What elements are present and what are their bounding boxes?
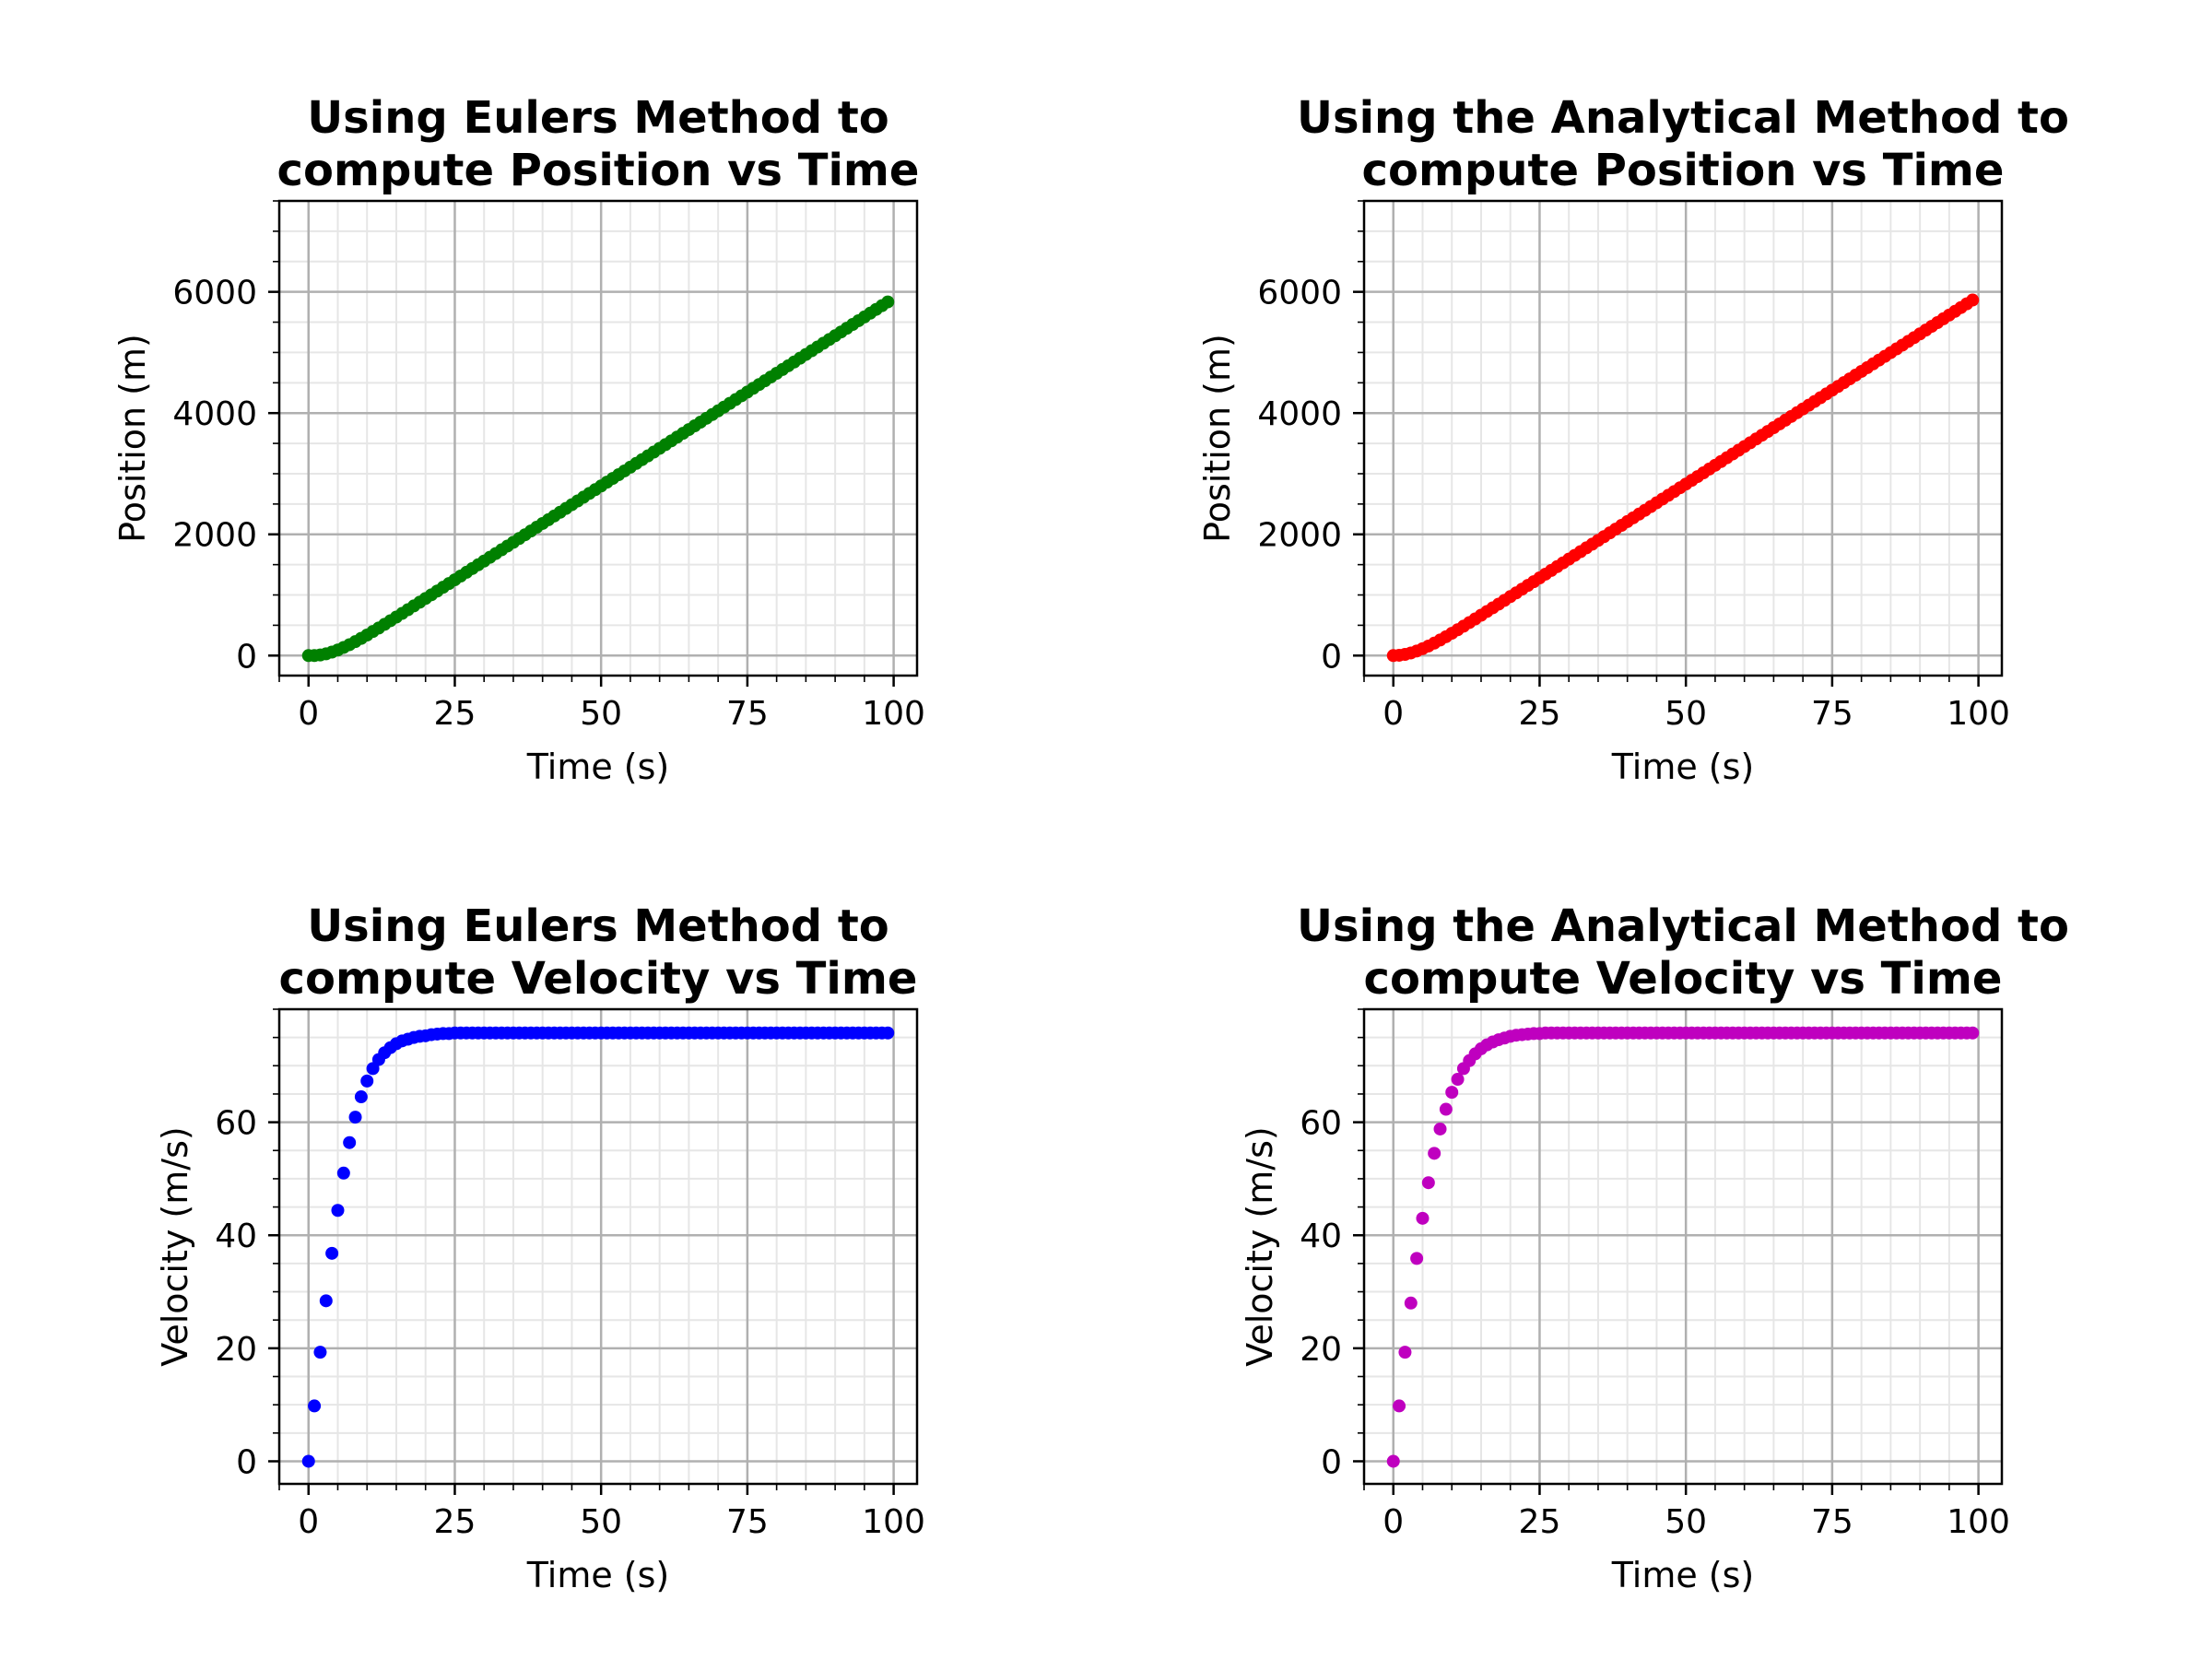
y-tick-label: 20: [215, 1331, 257, 1369]
y-tick-label: 6000: [1257, 275, 1342, 312]
analytical-position-chart: 0 25 50 75 100 0 2000 4000 6000 Time (s) Position …: [1197, 92, 2069, 787]
data-point: [1451, 1073, 1465, 1087]
x-tick-label: 100: [1947, 695, 2010, 733]
x-tick-label: 0: [298, 695, 319, 733]
major-grid: [279, 201, 917, 676]
data-point: [354, 1090, 368, 1104]
major-grid: [1364, 201, 2002, 676]
data-point: [301, 1454, 315, 1468]
x-tick-label: 100: [1947, 1503, 2010, 1541]
x-tick-label: 0: [298, 1503, 319, 1541]
x-tick-label: 75: [1811, 1503, 1853, 1541]
data-series: [1386, 293, 1980, 663]
data-point: [313, 1346, 327, 1359]
plot-frame: [1362, 199, 2004, 677]
minor-grid: [278, 1008, 917, 1484]
x-tick-label: 50: [580, 1503, 622, 1541]
data-point: [360, 1074, 374, 1088]
y-axis-label: Position (m): [1197, 334, 1238, 543]
data-point: [881, 1026, 895, 1040]
chart-title-line: compute Velocity vs Time: [279, 953, 918, 1005]
y-tick-label: 0: [1321, 638, 1342, 676]
x-tick-label: 100: [862, 695, 925, 733]
data-point: [1433, 1122, 1447, 1135]
chart-title-line: compute Position vs Time: [1362, 145, 2005, 196]
minor-grid: [1363, 1008, 2002, 1484]
data-point: [1439, 1102, 1453, 1116]
data-series: [301, 1026, 895, 1468]
data-point: [1428, 1147, 1441, 1160]
y-tick-label: 40: [215, 1218, 257, 1255]
data-point: [1416, 1211, 1430, 1225]
y-tick-label: 2000: [172, 517, 257, 555]
data-point: [336, 1166, 350, 1180]
data-point: [331, 1204, 345, 1218]
x-tick-label: 25: [434, 1503, 477, 1541]
x-tick-label: 50: [1665, 695, 1707, 733]
plot-frame: [277, 1007, 919, 1486]
data-point: [343, 1135, 357, 1149]
x-tick-label: 75: [726, 695, 769, 733]
y-axis-label: Position (m): [112, 334, 153, 543]
data-point: [1410, 1252, 1424, 1265]
data-point: [1398, 1346, 1412, 1359]
y-axis-label: Velocity (m/s): [1240, 1126, 1280, 1366]
plot-frame: [277, 199, 919, 677]
x-tick-label: 25: [1519, 695, 1561, 733]
data-point: [1966, 293, 1980, 307]
y-tick-label: 60: [1300, 1105, 1342, 1143]
euler-velocity-chart: 0 25 50 75 100 0 20 40 60 Time (s) Velocity (m/s) U…: [155, 900, 925, 1595]
data-point: [308, 1399, 322, 1413]
data-series: [1386, 1026, 1980, 1468]
data-point: [1386, 1454, 1400, 1468]
chart-title-line: compute Velocity vs Time: [1364, 953, 2003, 1005]
y-tick-label: 4000: [172, 395, 257, 433]
x-tick-label: 0: [1382, 695, 1404, 733]
y-tick-label: 20: [1300, 1331, 1342, 1369]
euler-position-chart: 0 25 50 75 100 0 2000 4000 6000 Time (s) Position …: [112, 92, 925, 787]
plot-frame: [1362, 1007, 2004, 1486]
data-series: [301, 295, 895, 663]
x-axis-label: Time (s): [526, 747, 670, 787]
data-point: [325, 1246, 339, 1260]
y-tick-label: 6000: [172, 275, 257, 312]
y-tick-label: 40: [1300, 1218, 1342, 1255]
x-tick-label: 75: [726, 1503, 769, 1541]
y-axis-label: Velocity (m/s): [155, 1126, 195, 1366]
chart-title-line: Using the Analytical Method to: [1297, 92, 2069, 144]
chart-title-line: Using the Analytical Method to: [1297, 900, 2069, 952]
y-tick-label: 60: [215, 1105, 257, 1143]
x-tick-label: 0: [1382, 1503, 1404, 1541]
data-point: [348, 1111, 362, 1124]
data-point: [1445, 1086, 1459, 1100]
x-tick-label: 50: [1665, 1503, 1707, 1541]
data-point: [1393, 1399, 1406, 1413]
major-grid: [279, 1009, 917, 1484]
x-axis-label: Time (s): [1611, 747, 1755, 787]
analytical-velocity-chart: 0 25 50 75 100 0 20 40 60 Time (s) Velocity (m/s) U…: [1240, 900, 2069, 1595]
x-axis-label: Time (s): [1611, 1555, 1755, 1595]
y-tick-label: 2000: [1257, 517, 1342, 555]
chart-title-line: compute Position vs Time: [277, 145, 920, 196]
y-tick-label: 0: [1321, 1443, 1342, 1481]
data-point: [319, 1294, 333, 1308]
chart-title-line: Using Eulers Method to: [307, 92, 889, 144]
y-tick-label: 4000: [1257, 395, 1342, 433]
x-tick-label: 50: [580, 695, 622, 733]
x-tick-label: 75: [1811, 695, 1853, 733]
minor-grid: [278, 200, 917, 676]
minor-grid: [1363, 200, 2002, 676]
data-point: [1966, 1026, 1980, 1040]
x-tick-label: 25: [434, 695, 477, 733]
data-point: [1421, 1176, 1435, 1190]
chart-title-line: Using Eulers Method to: [307, 900, 889, 952]
x-axis-label: Time (s): [526, 1555, 670, 1595]
y-tick-label: 0: [236, 638, 257, 676]
y-tick-label: 0: [236, 1443, 257, 1481]
data-point: [1404, 1296, 1418, 1310]
data-point: [881, 295, 895, 309]
x-tick-label: 25: [1519, 1503, 1561, 1541]
x-tick-label: 100: [862, 1503, 925, 1541]
